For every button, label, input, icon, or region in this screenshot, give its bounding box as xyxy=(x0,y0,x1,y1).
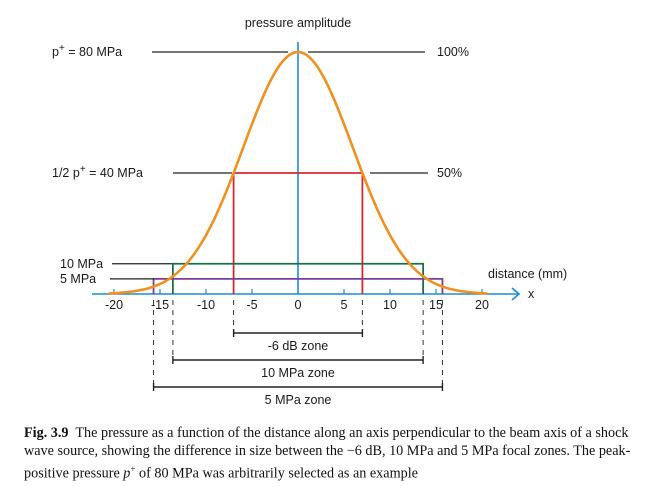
caption-p-symbol: p xyxy=(123,465,131,482)
x-tick-label: -20 xyxy=(105,298,123,312)
x-axis-label: distance (mm) xyxy=(488,267,567,281)
x-tick-label: 0 xyxy=(295,298,302,312)
x-tick-label: -15 xyxy=(151,298,169,312)
peak-percent-label: 100% xyxy=(437,45,469,59)
zone-label: 10 MPa zone xyxy=(261,366,335,380)
pressure-curve xyxy=(108,50,488,295)
caption-text-1: The pressure as a function of the distan… xyxy=(24,425,631,482)
figure-caption: Fig. 3.9 The pressure as a function of t… xyxy=(24,424,634,483)
caption-p-sup: + xyxy=(130,464,136,474)
zone-label: 5 MPa zone xyxy=(265,393,332,407)
pressure-diagram: pressure amplitude x distance (mm) -20 -15 -1… xyxy=(52,16,567,407)
level-box-half xyxy=(232,172,364,294)
x-tick-label: -5 xyxy=(246,298,257,312)
x-tick-label: 20 xyxy=(475,298,489,312)
half-label: 1/2 p+ = 40 MPa xyxy=(52,164,143,180)
x-axis-arrowhead xyxy=(511,287,521,301)
peak-label: p+ = 80 MPa xyxy=(52,43,122,59)
chart-title: pressure amplitude xyxy=(245,16,351,30)
caption-text-2: of 80 MPa was arbitrarily selected as an… xyxy=(135,465,418,482)
ten-mpa-label: 10 MPa xyxy=(60,257,103,271)
x-tick-label: -10 xyxy=(197,298,215,312)
x-tick-label: 5 xyxy=(341,298,348,312)
x-tick-label: 15 xyxy=(429,298,443,312)
half-percent-label: 50% xyxy=(437,166,462,180)
x-tick-label: 10 xyxy=(383,298,397,312)
x-axis-symbol: x xyxy=(528,287,535,301)
five-mpa-label: 5 MPa xyxy=(60,272,96,286)
caption-fig-label: Fig. 3.9 xyxy=(24,425,69,441)
zone-label: -6 dB zone xyxy=(268,339,329,353)
